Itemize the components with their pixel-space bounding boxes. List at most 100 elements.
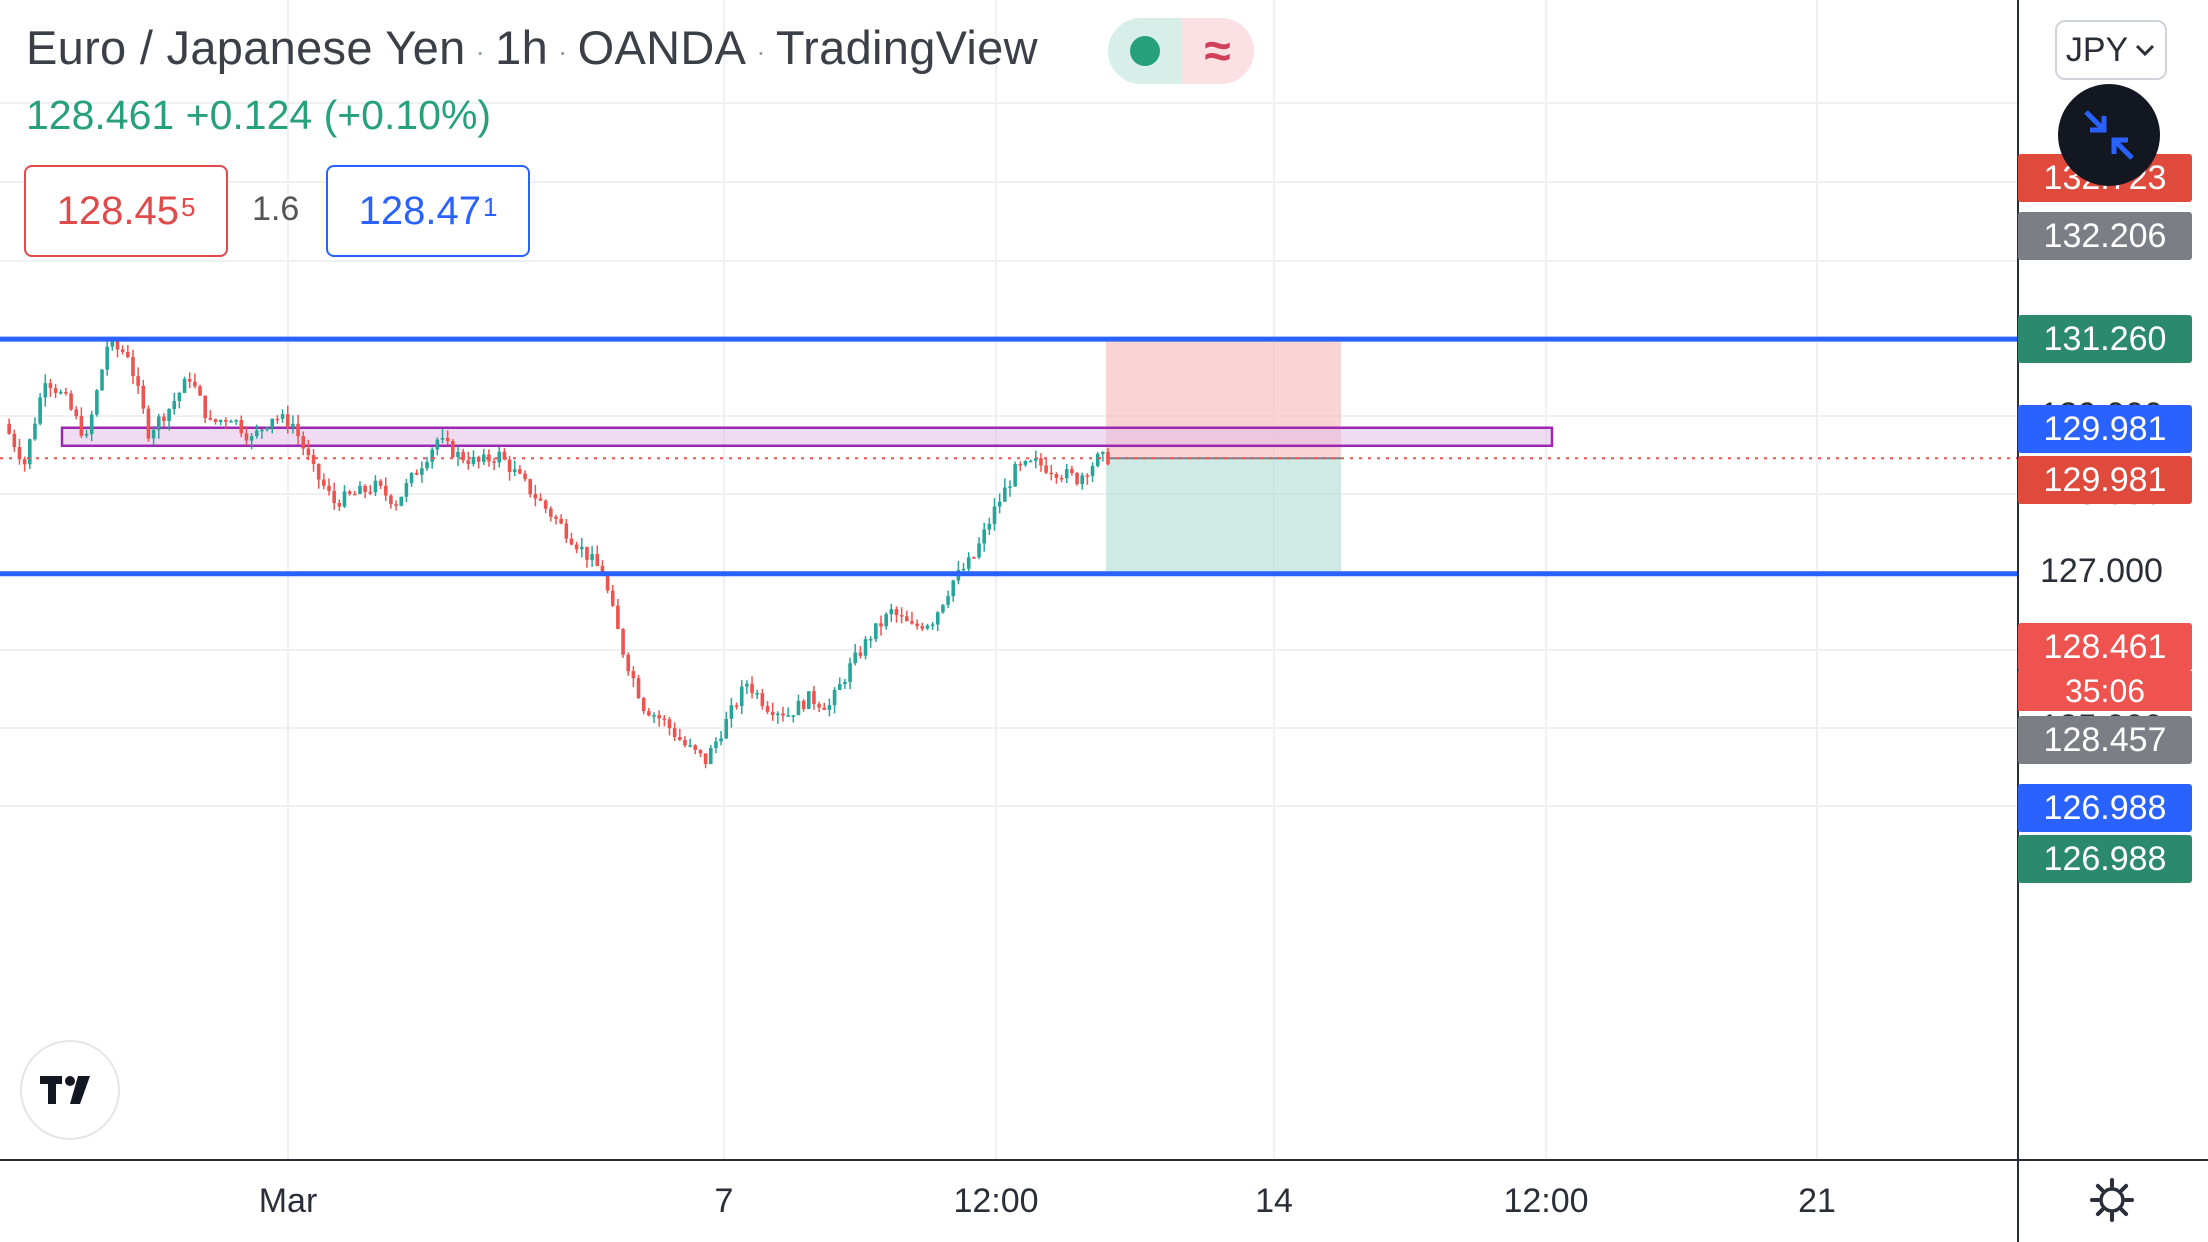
candle-up	[863, 639, 868, 656]
candle-down	[1059, 477, 1064, 480]
candle-down	[693, 745, 698, 750]
interval-label: 1h	[495, 21, 549, 74]
candle-down	[574, 544, 579, 550]
buy-price: 128.47	[358, 188, 481, 233]
candle-down	[894, 609, 899, 616]
live-dot-icon	[1129, 36, 1160, 66]
candle-up	[409, 473, 414, 484]
candle-down	[244, 433, 249, 441]
tradingview-logo[interactable]	[20, 1040, 120, 1140]
candle-down	[224, 420, 228, 422]
currency-label: JPY	[2065, 30, 2129, 69]
candle-down	[564, 523, 569, 539]
candle-up	[172, 400, 177, 409]
indicator-wave-icon: ≈	[1181, 18, 1254, 84]
candle-down	[972, 557, 976, 559]
candle-up	[1095, 453, 1100, 467]
market-status-pill[interactable]: ≈	[1108, 18, 1254, 84]
candle-down	[187, 379, 192, 382]
candle-down	[301, 436, 306, 449]
candle-up	[167, 408, 171, 421]
candle-up	[941, 604, 945, 613]
candle-up	[265, 427, 269, 430]
candle-up	[84, 434, 89, 436]
candle-up	[38, 397, 42, 424]
candle-up	[1003, 487, 1007, 502]
candle-down	[533, 494, 538, 499]
candle-up	[254, 430, 259, 437]
candle-down	[22, 459, 27, 465]
candle-down	[389, 495, 393, 505]
candle-up	[719, 738, 723, 742]
price-axis-label: 128.461	[2018, 623, 2192, 671]
sell-button[interactable]: 128.45 5	[24, 165, 228, 257]
candle-down	[1070, 469, 1074, 474]
candle-up	[786, 715, 790, 717]
candle-down	[445, 437, 450, 442]
collapse-button[interactable]	[2058, 84, 2160, 186]
candle-up	[853, 652, 858, 664]
candle-down	[146, 408, 151, 439]
tradingview-logo-icon	[40, 1076, 90, 1104]
buy-button[interactable]: 128.47 1	[326, 165, 530, 257]
currency-selector[interactable]: JPY	[2055, 20, 2167, 80]
candle-down	[672, 728, 677, 737]
candle-up	[456, 452, 460, 458]
candle-up	[776, 713, 780, 716]
candle-down	[817, 704, 821, 708]
candle-down	[585, 546, 589, 560]
settings-button[interactable]	[2088, 1176, 2136, 1224]
candle-down	[538, 498, 543, 501]
candle-down	[466, 460, 471, 464]
candle-down	[126, 352, 130, 357]
candle-up	[832, 689, 837, 706]
candle-down	[275, 418, 280, 421]
candle-down	[683, 739, 687, 746]
candle-up	[260, 429, 264, 432]
candle-down	[79, 416, 84, 436]
separator: ·	[558, 35, 568, 67]
candle-down	[760, 693, 765, 706]
candle-up	[1064, 469, 1069, 479]
candle-down	[476, 456, 481, 462]
candle-down	[1075, 473, 1079, 485]
candle-up	[848, 663, 852, 682]
candle-down	[316, 463, 321, 480]
candle-up	[512, 469, 517, 473]
candle-up	[796, 700, 801, 716]
candle-down	[332, 490, 336, 504]
collapse-arrows-icon	[2084, 110, 2134, 160]
chart-header: Euro / Japanese Yen · 1h · OANDA · TradingView	[26, 20, 1038, 75]
candle-down	[518, 469, 522, 474]
candle-up	[652, 715, 656, 717]
candle-down	[296, 423, 300, 437]
candle-up	[27, 439, 32, 465]
chart-grid	[0, 0, 2018, 1160]
candle-down	[616, 605, 620, 630]
candle-down	[899, 615, 904, 617]
symbol-name: Euro / Japanese Yen	[26, 21, 466, 74]
candle-down	[605, 575, 610, 591]
candle-up	[399, 496, 404, 506]
candle-up	[95, 390, 99, 415]
separator: ·	[756, 35, 766, 67]
candle-down	[595, 554, 600, 566]
candle-up	[342, 491, 347, 507]
symbol-title[interactable]: Euro / Japanese Yen · 1h · OANDA · TradingView	[26, 21, 1038, 74]
candle-up	[89, 414, 94, 435]
platform-label: TradingView	[775, 21, 1038, 74]
candle-up	[827, 705, 832, 710]
candle-down	[414, 473, 419, 475]
candle-down	[647, 711, 651, 716]
candle-up	[33, 423, 37, 440]
price-axis-label: 129.981	[2018, 456, 2192, 504]
candle-down	[636, 678, 641, 699]
candle-down	[879, 623, 883, 627]
candle-down	[136, 376, 140, 386]
candle-down	[543, 500, 548, 509]
candle-up	[270, 418, 275, 428]
candle-down	[915, 623, 919, 627]
candle-down	[734, 705, 739, 707]
time-tick-label: 7	[714, 1182, 734, 1220]
